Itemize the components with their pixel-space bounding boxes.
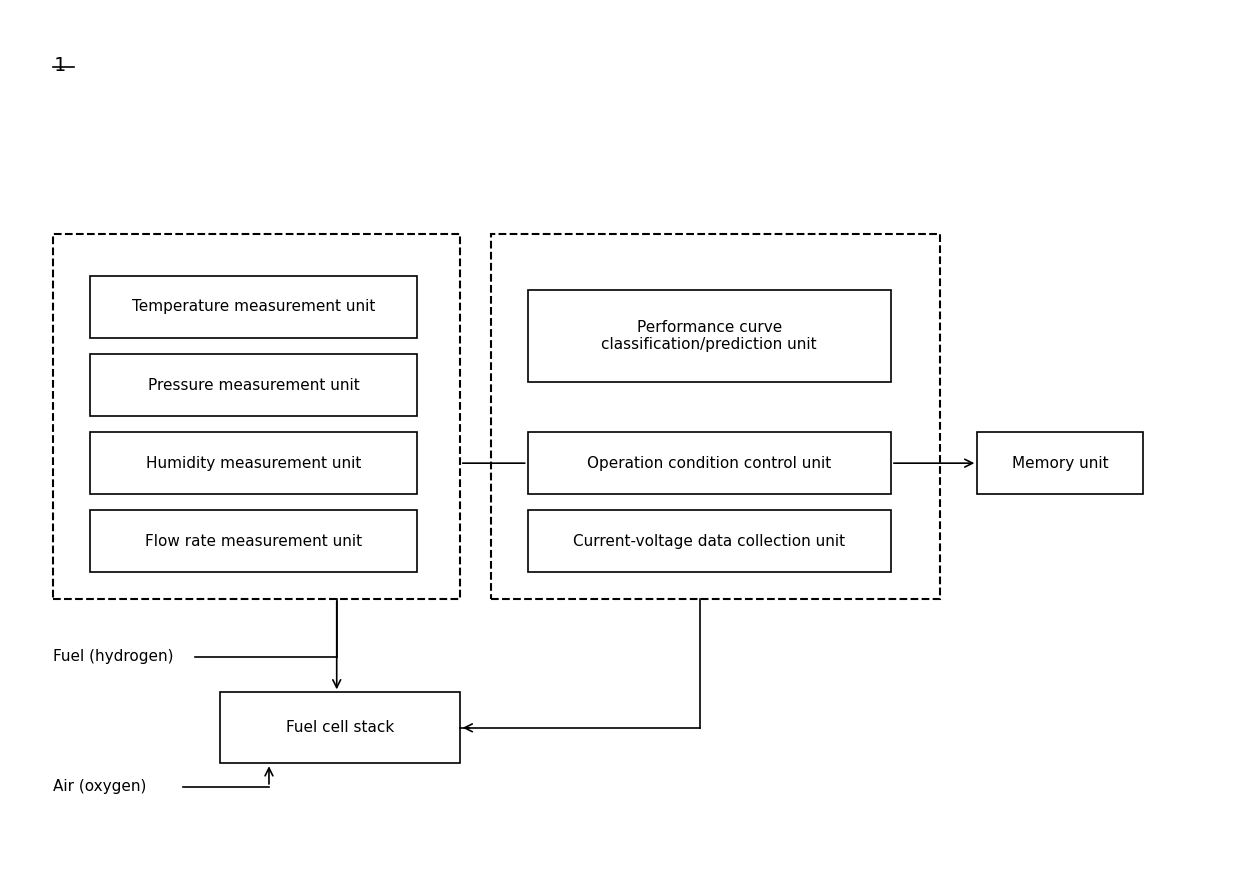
- Bar: [91, 354, 417, 416]
- Text: Memory unit: Memory unit: [1012, 456, 1109, 470]
- Bar: [53, 234, 460, 598]
- Bar: [91, 276, 417, 338]
- Text: Temperature measurement unit: Temperature measurement unit: [131, 300, 376, 314]
- Bar: [219, 692, 460, 763]
- Text: Air (oxygen): Air (oxygen): [53, 780, 146, 795]
- Text: Performance curve
classification/prediction unit: Performance curve classification/predict…: [601, 320, 817, 352]
- Text: Operation condition control unit: Operation condition control unit: [588, 456, 832, 470]
- Bar: [528, 510, 892, 573]
- Text: Pressure measurement unit: Pressure measurement unit: [148, 378, 360, 392]
- Bar: [528, 432, 892, 494]
- Bar: [491, 234, 940, 598]
- Text: Flow rate measurement unit: Flow rate measurement unit: [145, 533, 362, 548]
- Text: Fuel (hydrogen): Fuel (hydrogen): [53, 649, 174, 664]
- Text: Current-voltage data collection unit: Current-voltage data collection unit: [573, 533, 846, 548]
- Bar: [528, 291, 892, 382]
- Text: 1: 1: [53, 56, 66, 75]
- Bar: [91, 510, 417, 573]
- Bar: [91, 432, 417, 494]
- Bar: [977, 432, 1143, 494]
- Text: Humidity measurement unit: Humidity measurement unit: [146, 456, 361, 470]
- Text: Fuel cell stack: Fuel cell stack: [285, 720, 394, 735]
